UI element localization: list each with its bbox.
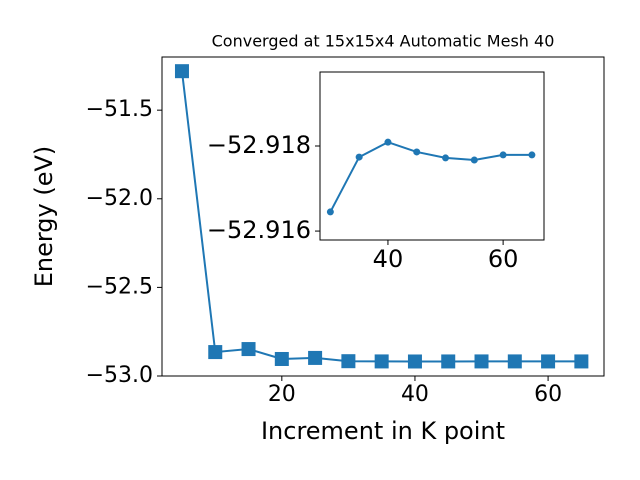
x-axis-label: Increment in K point <box>261 417 505 445</box>
marker <box>208 345 223 360</box>
marker <box>574 354 589 369</box>
marker <box>499 151 507 159</box>
marker <box>470 156 478 164</box>
marker <box>341 354 356 369</box>
marker <box>384 138 392 146</box>
marker <box>308 350 323 365</box>
axes-frame <box>319 71 545 241</box>
y-tick-label: −53.0 <box>86 363 153 388</box>
marker <box>241 342 256 357</box>
marker <box>441 354 456 369</box>
marker <box>174 64 189 79</box>
x-tick-label: 60 <box>488 245 519 273</box>
x-tick-label: 20 <box>268 382 296 407</box>
marker <box>355 153 363 161</box>
marker <box>407 354 422 369</box>
marker <box>442 154 450 162</box>
x-tick-label: 60 <box>534 382 562 407</box>
y-tick-label: −52.918 <box>207 131 311 159</box>
series-line <box>329 141 532 213</box>
y-tick-label: −52.0 <box>86 186 153 211</box>
marker <box>374 354 389 369</box>
y-tick-label: −52.5 <box>86 274 153 299</box>
y-axis-label: Energy (eV) <box>30 146 58 288</box>
marker <box>274 351 289 366</box>
marker <box>474 354 489 369</box>
chart-title: Converged at 15x15x4 Automatic Mesh 40 <box>212 32 555 51</box>
y-tick-label: −52.916 <box>207 216 311 244</box>
marker <box>326 208 334 216</box>
axes-frame <box>161 56 605 377</box>
y-tick-label: −51.5 <box>86 97 153 122</box>
x-tick-label: 40 <box>401 382 429 407</box>
marker <box>507 354 522 369</box>
x-tick-label: 40 <box>373 245 404 273</box>
marker <box>528 151 536 159</box>
marker <box>541 354 556 369</box>
marker <box>413 148 421 156</box>
